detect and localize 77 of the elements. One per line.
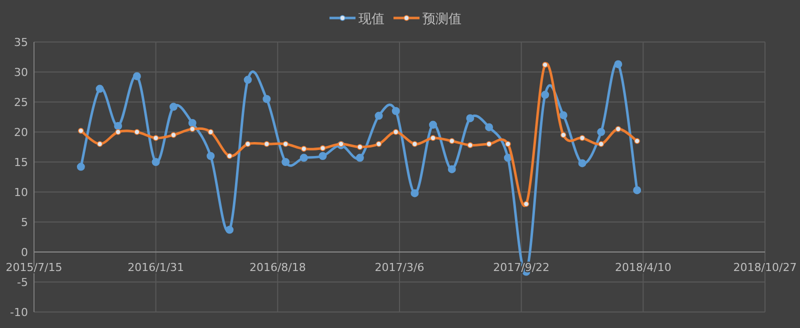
point — [505, 141, 511, 147]
point — [466, 114, 474, 122]
point — [226, 226, 234, 234]
point — [598, 141, 604, 147]
x-tick-label: 2017/3/6 — [374, 261, 424, 274]
point — [206, 152, 215, 160]
point — [244, 76, 252, 84]
point — [412, 141, 418, 147]
point — [300, 146, 307, 152]
y-tick-label: 15 — [14, 156, 28, 169]
point — [523, 201, 530, 207]
point — [300, 154, 308, 162]
point — [633, 186, 642, 194]
x-tick-label: 2018/10/27 — [733, 261, 797, 274]
point — [374, 112, 383, 120]
point — [114, 122, 122, 130]
y-tick-label: 0 — [21, 246, 28, 259]
point — [226, 153, 232, 159]
y-tick-label: 30 — [14, 66, 28, 79]
point — [320, 145, 326, 152]
point — [189, 126, 196, 132]
point — [430, 135, 436, 141]
y-tick-label: 25 — [14, 96, 28, 109]
point — [115, 129, 121, 135]
point — [78, 128, 84, 134]
point — [392, 107, 400, 115]
point — [448, 165, 456, 174]
y-tick-label: 10 — [14, 186, 28, 199]
x-tick-label: 2016/1/31 — [128, 261, 184, 274]
point — [634, 138, 640, 144]
point — [170, 102, 178, 111]
point — [578, 159, 586, 168]
point — [448, 138, 455, 144]
point — [597, 128, 606, 136]
point — [560, 132, 566, 138]
point — [96, 84, 104, 93]
point — [467, 142, 474, 148]
point — [188, 119, 196, 127]
y-tick-label: 5 — [21, 216, 28, 229]
point — [542, 62, 548, 68]
point — [579, 135, 586, 141]
point — [357, 144, 363, 150]
point — [152, 135, 159, 141]
point — [282, 141, 288, 147]
point — [152, 158, 160, 166]
point — [429, 120, 438, 129]
point — [170, 132, 176, 138]
point — [132, 72, 141, 80]
x-tick-label: 2018/4/10 — [614, 261, 672, 274]
point — [134, 129, 140, 135]
point — [264, 141, 270, 147]
point — [282, 158, 290, 166]
x-tick-label: 2015/7/15 — [6, 261, 62, 274]
y-tick-label: -5 — [17, 276, 28, 289]
y-tick-label: -10 — [10, 306, 28, 319]
y-tick-label: 35 — [14, 36, 28, 49]
point — [96, 141, 103, 147]
point — [485, 123, 494, 132]
point — [376, 141, 382, 147]
point — [356, 154, 364, 162]
point — [318, 152, 327, 160]
legend-label: 预测值 — [422, 12, 462, 27]
point — [244, 141, 251, 147]
point — [559, 111, 568, 120]
point — [614, 60, 622, 68]
x-tick-label: 2016/8/18 — [249, 261, 306, 274]
point — [76, 162, 85, 171]
point — [338, 141, 344, 147]
point — [208, 129, 214, 135]
point — [615, 126, 622, 132]
legend-label: 现值 — [358, 12, 384, 27]
y-tick-label: 20 — [14, 126, 28, 139]
point — [392, 129, 399, 135]
point — [410, 189, 419, 198]
point — [486, 141, 492, 147]
point — [262, 95, 271, 103]
point — [541, 90, 550, 99]
